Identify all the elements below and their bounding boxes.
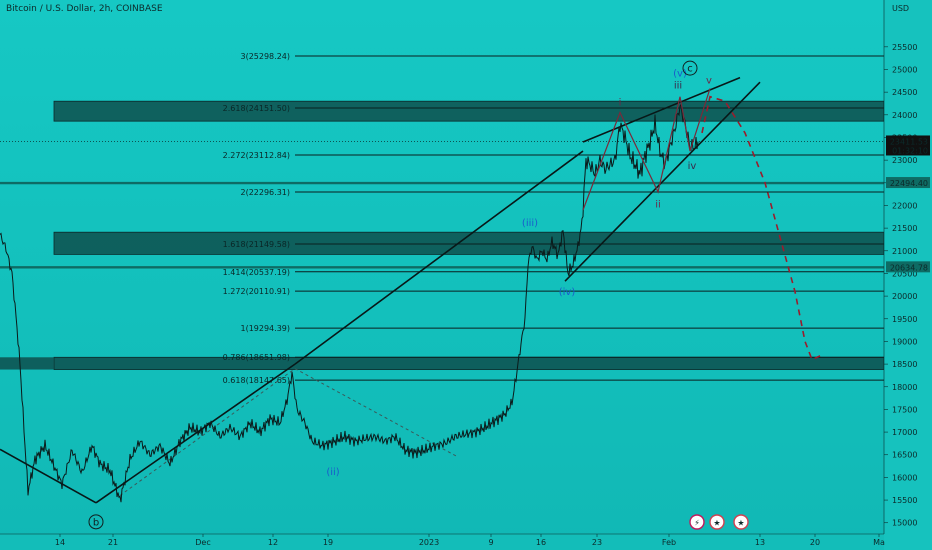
time-tick-label: 2023	[419, 538, 439, 547]
price-tag	[886, 135, 930, 156]
price-tick-label: 16000	[892, 473, 917, 482]
price-tag-label: 23411.53	[890, 137, 928, 146]
price-tag	[886, 177, 930, 189]
wave-label: (iv)	[559, 287, 576, 298]
time-tick-label: 14	[55, 538, 65, 547]
trend-line	[0, 448, 97, 504]
wave-label: iv	[688, 161, 697, 172]
price-tick-label: 24000	[892, 111, 917, 120]
dashed-trend-line	[294, 368, 459, 458]
time-tick-label: Dec	[195, 538, 210, 547]
time-tick-label: Feb	[662, 538, 676, 547]
zone-box	[53, 356, 885, 370]
time-tick-label: 13	[755, 538, 765, 547]
event-icon-glyph: ★	[713, 519, 720, 528]
time-tick-label: 20	[810, 538, 820, 547]
time-tick-label: 9	[488, 538, 493, 547]
price-tick-label: 19500	[892, 315, 917, 324]
price-tick-label: 16500	[892, 451, 917, 460]
price-axis-bg	[884, 0, 932, 550]
wave-label: i	[619, 98, 622, 109]
price-tick-label: 22000	[892, 201, 917, 210]
price-tick-label: 17500	[892, 405, 917, 414]
price-tick-label: 20500	[892, 269, 917, 278]
price-line	[0, 102, 699, 503]
wave-circle-label: b	[93, 517, 99, 528]
price-tick-label: 18500	[892, 360, 917, 369]
currency-label: USD	[892, 4, 909, 13]
fib-level-label: 1.414(20537.19)	[223, 268, 290, 277]
price-tick-label: 15000	[892, 519, 917, 528]
price-tick-label: 24500	[892, 88, 917, 97]
time-tick-label: 21	[108, 538, 118, 547]
time-tick-label: Ma	[873, 538, 885, 547]
price-tick-label: 23000	[892, 156, 917, 165]
fib-level-label: 0.618(18147.65)	[223, 376, 290, 385]
price-tick-label: 19000	[892, 337, 917, 346]
wave-circle-label: c	[687, 64, 693, 75]
price-tag-label: 20634.78	[890, 263, 928, 272]
event-icon	[733, 514, 749, 530]
event-icon	[709, 514, 725, 530]
wave-label: (iii)	[522, 218, 538, 229]
wave-path	[582, 88, 711, 211]
trend-line	[582, 76, 741, 143]
projection-path	[701, 95, 823, 361]
trend-line	[294, 150, 584, 365]
wave-label: (ii)	[326, 467, 339, 478]
fib-level-label: 0.786(18651.98)	[223, 353, 290, 362]
wave-label: iii	[674, 81, 682, 92]
fib-level-label: 2.272(23112.84)	[223, 151, 290, 160]
price-tick-label: 21500	[892, 224, 917, 233]
trend-line	[95, 363, 296, 504]
price-tick-label: 20000	[892, 292, 917, 301]
price-tag	[886, 261, 930, 273]
fib-level-label: 1.272(20110.91)	[223, 287, 290, 296]
price-tick-label: 17000	[892, 428, 917, 437]
price-tick-label: 25500	[892, 43, 917, 52]
wave-label: v	[706, 76, 712, 87]
chart-title: Bitcoin / U.S. Dollar, 2h, COINBASE	[6, 4, 163, 14]
wave-circle	[88, 514, 104, 530]
fib-level-label: 2(22296.31)	[240, 188, 290, 197]
time-tick-label: 12	[268, 538, 278, 547]
price-tick-label: 25000	[892, 65, 917, 74]
fib-level-label: 3(25298.24)	[240, 52, 290, 61]
wave-circle	[682, 60, 698, 76]
fib-level-label: 1.618(21149.58)	[223, 240, 290, 249]
fib-level-label: 2.618(24151.50)	[223, 104, 290, 113]
time-tick-label: 19	[323, 538, 333, 547]
fib-level-label: 1(19294.39)	[240, 324, 290, 333]
dashed-trend-line	[119, 368, 296, 496]
time-tick-label: 23	[592, 538, 602, 547]
event-icon	[689, 514, 705, 530]
zone-box-left	[0, 357, 54, 370]
price-tick-label: 21000	[892, 247, 917, 256]
event-icon-glyph: ★	[737, 519, 744, 528]
wave-label: (v)	[673, 68, 687, 79]
trend-line	[564, 81, 761, 282]
price-tick-label: 15500	[892, 496, 917, 505]
time-tick-label: 16	[536, 538, 546, 547]
wave-label: ii	[655, 200, 661, 211]
price-tick-label: 18000	[892, 383, 917, 392]
price-tag-label: 22494.40	[890, 179, 928, 188]
zone-box	[53, 100, 885, 122]
time-axis-bg	[0, 534, 884, 550]
event-icon-glyph: ⚡	[694, 519, 700, 528]
price-tag-countdown: 01:32:10	[892, 146, 928, 155]
